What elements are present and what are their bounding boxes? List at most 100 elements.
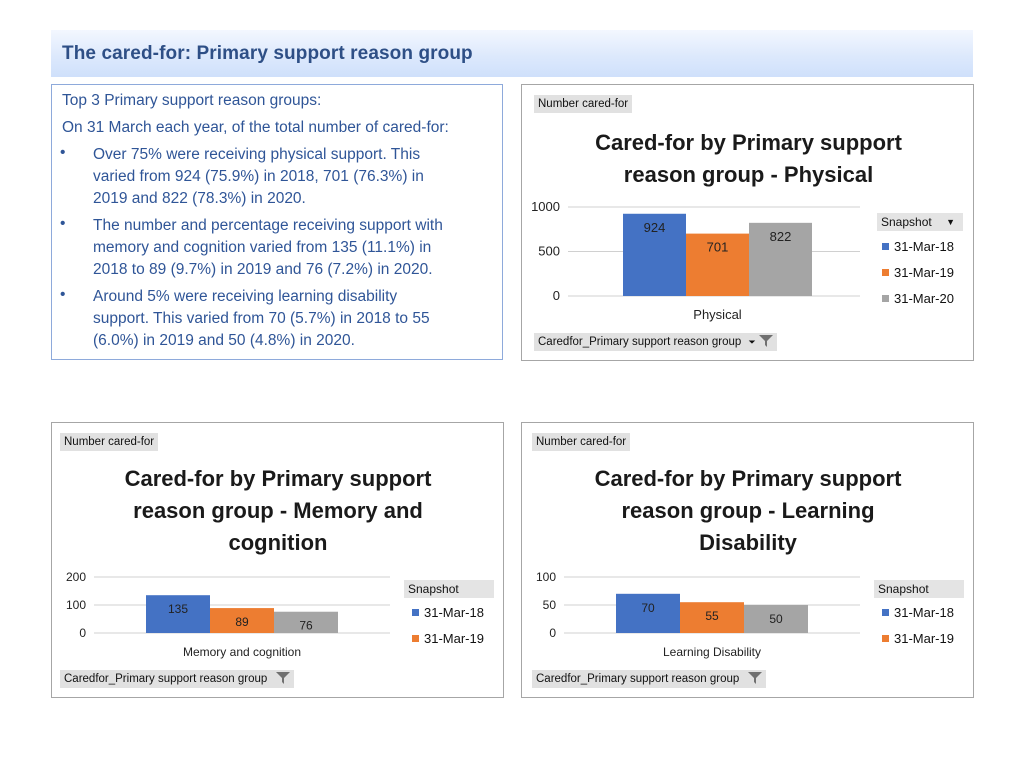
value-field-button[interactable]: Number cared-for [60,433,159,451]
bullet-marker: • [60,144,66,161]
y-tick-label: 50 [543,598,557,612]
legend-label: 31-Mar-19 [424,631,484,646]
y-tick-label: 200 [66,570,86,584]
bullet-line: Around 5% were receiving learning disabi… [93,288,398,305]
summary-bullet-physical: Over 75% were receiving physical support… [93,144,493,210]
filter-label: Caredfor_Primary support reason group [538,336,742,348]
chart-title-line: Cared-for by Primary support [594,466,902,491]
chart-title-line: reason group - Learning [621,498,875,523]
summary-bullet-memory: The number and percentage receiving supp… [93,215,493,281]
funnel-filter-icon [748,672,763,684]
legend-swatch [882,295,889,302]
data-label: 70 [641,601,655,615]
legend-swatch [412,609,419,616]
bullet-line: 2019 and 822 (78.3%) in 2020. [93,190,306,207]
bar [274,611,338,633]
legend-item: 31-Mar-19 [882,631,954,646]
data-label: 924 [644,220,666,235]
bar [616,593,680,633]
bullet-line: (6.0%) in 2019 and 50 (4.8%) in 2020. [93,332,355,349]
data-label: 701 [707,240,729,255]
filter-label: Caredfor_Primary support reason group [536,673,740,685]
chart-title: Cared-for by Primary support reason grou… [522,463,974,559]
axis-field-filter-button[interactable]: Caredfor_Primary support reason group [532,670,767,688]
bar [744,605,808,633]
bar [749,222,812,296]
legend-snapshot-dropdown[interactable]: Snapshot ▼ [877,213,963,231]
page-title-banner: The cared-for: Primary support reason gr… [51,30,973,77]
bar-chart-physical: 0 500 1000 924 701 822 Physical [531,199,860,322]
legend-snapshot-dropdown[interactable]: Snapshot [874,580,964,598]
chart-title-line: Cared-for by Primary support [124,466,432,491]
funnel-filter-icon [276,672,291,684]
bullet-marker: • [60,286,66,303]
data-label: 822 [770,229,792,244]
legend-title: Snapshot [878,582,929,596]
x-category-label: Physical [693,307,742,322]
y-tick-label: 1000 [531,199,560,214]
chart-title-line: reason group - Physical [623,162,874,187]
y-tick-label: 100 [536,570,556,584]
bullet-line: memory and cognition varied from 135 (11… [93,239,432,256]
filter-label: Caredfor_Primary support reason group [64,673,268,685]
bar-chart-memory-cognition: 0 100 200 135 89 76 Memory and cognition [66,570,390,659]
legend-label: 31-Mar-18 [894,605,954,620]
x-category-label: Learning Disability [663,645,761,659]
legend-swatch [882,635,889,642]
summary-intro: On 31 March each year, of the total numb… [62,119,449,136]
filter-dropdown-icon: ⏷ [748,337,756,347]
dropdown-arrow-icon: ▼ [946,217,955,227]
legend-label: 31-Mar-19 [894,265,954,280]
bullet-line: varied from 924 (75.9%) in 2018, 701 (76… [93,168,424,185]
y-tick-label: 500 [538,244,560,259]
value-field-button[interactable]: Number cared-for [534,95,633,113]
funnel-filter-icon [758,335,773,347]
bar [680,602,744,633]
y-tick-label: 100 [66,598,86,612]
chart-title-line: cognition [228,530,328,555]
legend-item: 31-Mar-19 [882,265,954,280]
chart-title-line: Disability [699,530,797,555]
y-tick-label: 0 [79,626,86,640]
legend-swatch [882,609,889,616]
legend-item: 31-Mar-19 [412,631,484,646]
bullet-line: Over 75% were receiving physical support… [93,146,421,163]
legend-item: 31-Mar-18 [882,239,954,254]
legend-item: 31-Mar-18 [412,605,484,620]
bar [210,608,274,633]
chart-panel-physical: Number cared-for Cared-for by Primary su… [521,84,974,361]
summary-text-box: Top 3 Primary support reason groups: On … [51,84,503,360]
data-label: 76 [299,619,313,633]
bullet-line: The number and percentage receiving supp… [93,217,443,234]
axis-field-filter-button[interactable]: Caredfor_Primary support reason group ⏷ [534,333,777,351]
value-field-button[interactable]: Number cared-for [532,433,631,451]
legend-label: 31-Mar-20 [894,291,954,306]
legend-label: 31-Mar-18 [424,605,484,620]
legend-swatch [882,269,889,276]
bullet-line: support. This varied from 70 (5.7%) in 2… [93,310,430,327]
page-title: The cared-for: Primary support reason gr… [62,43,473,64]
data-label: 135 [168,602,188,616]
legend-label: 31-Mar-19 [894,631,954,646]
legend-swatch [412,635,419,642]
summary-heading: Top 3 Primary support reason groups: [62,92,322,109]
bar [623,213,686,296]
axis-field-filter-button[interactable]: Caredfor_Primary support reason group [60,670,295,688]
bar [146,595,210,633]
chart-title: Cared-for by Primary support reason grou… [522,127,975,191]
legend-title: Snapshot [408,582,459,596]
bar [686,233,749,296]
data-label: 89 [235,615,249,629]
legend-snapshot-dropdown[interactable]: Snapshot [404,580,494,598]
bar-chart-learning-disability: 0 50 100 70 55 50 Learning Disability [536,570,860,659]
y-tick-label: 0 [553,288,560,303]
summary-bullet-learning: Around 5% were receiving learning disabi… [93,286,493,352]
bullet-marker: • [60,215,66,232]
legend-item: 31-Mar-20 [882,291,954,306]
legend-label: 31-Mar-18 [894,239,954,254]
legend-title: Snapshot [881,215,932,229]
data-label: 55 [705,609,719,623]
y-tick-label: 0 [549,626,556,640]
chart-title-line: reason group - Memory and [133,498,423,523]
bullet-line: 2018 to 89 (9.7%) in 2019 and 76 (7.2%) … [93,261,433,278]
